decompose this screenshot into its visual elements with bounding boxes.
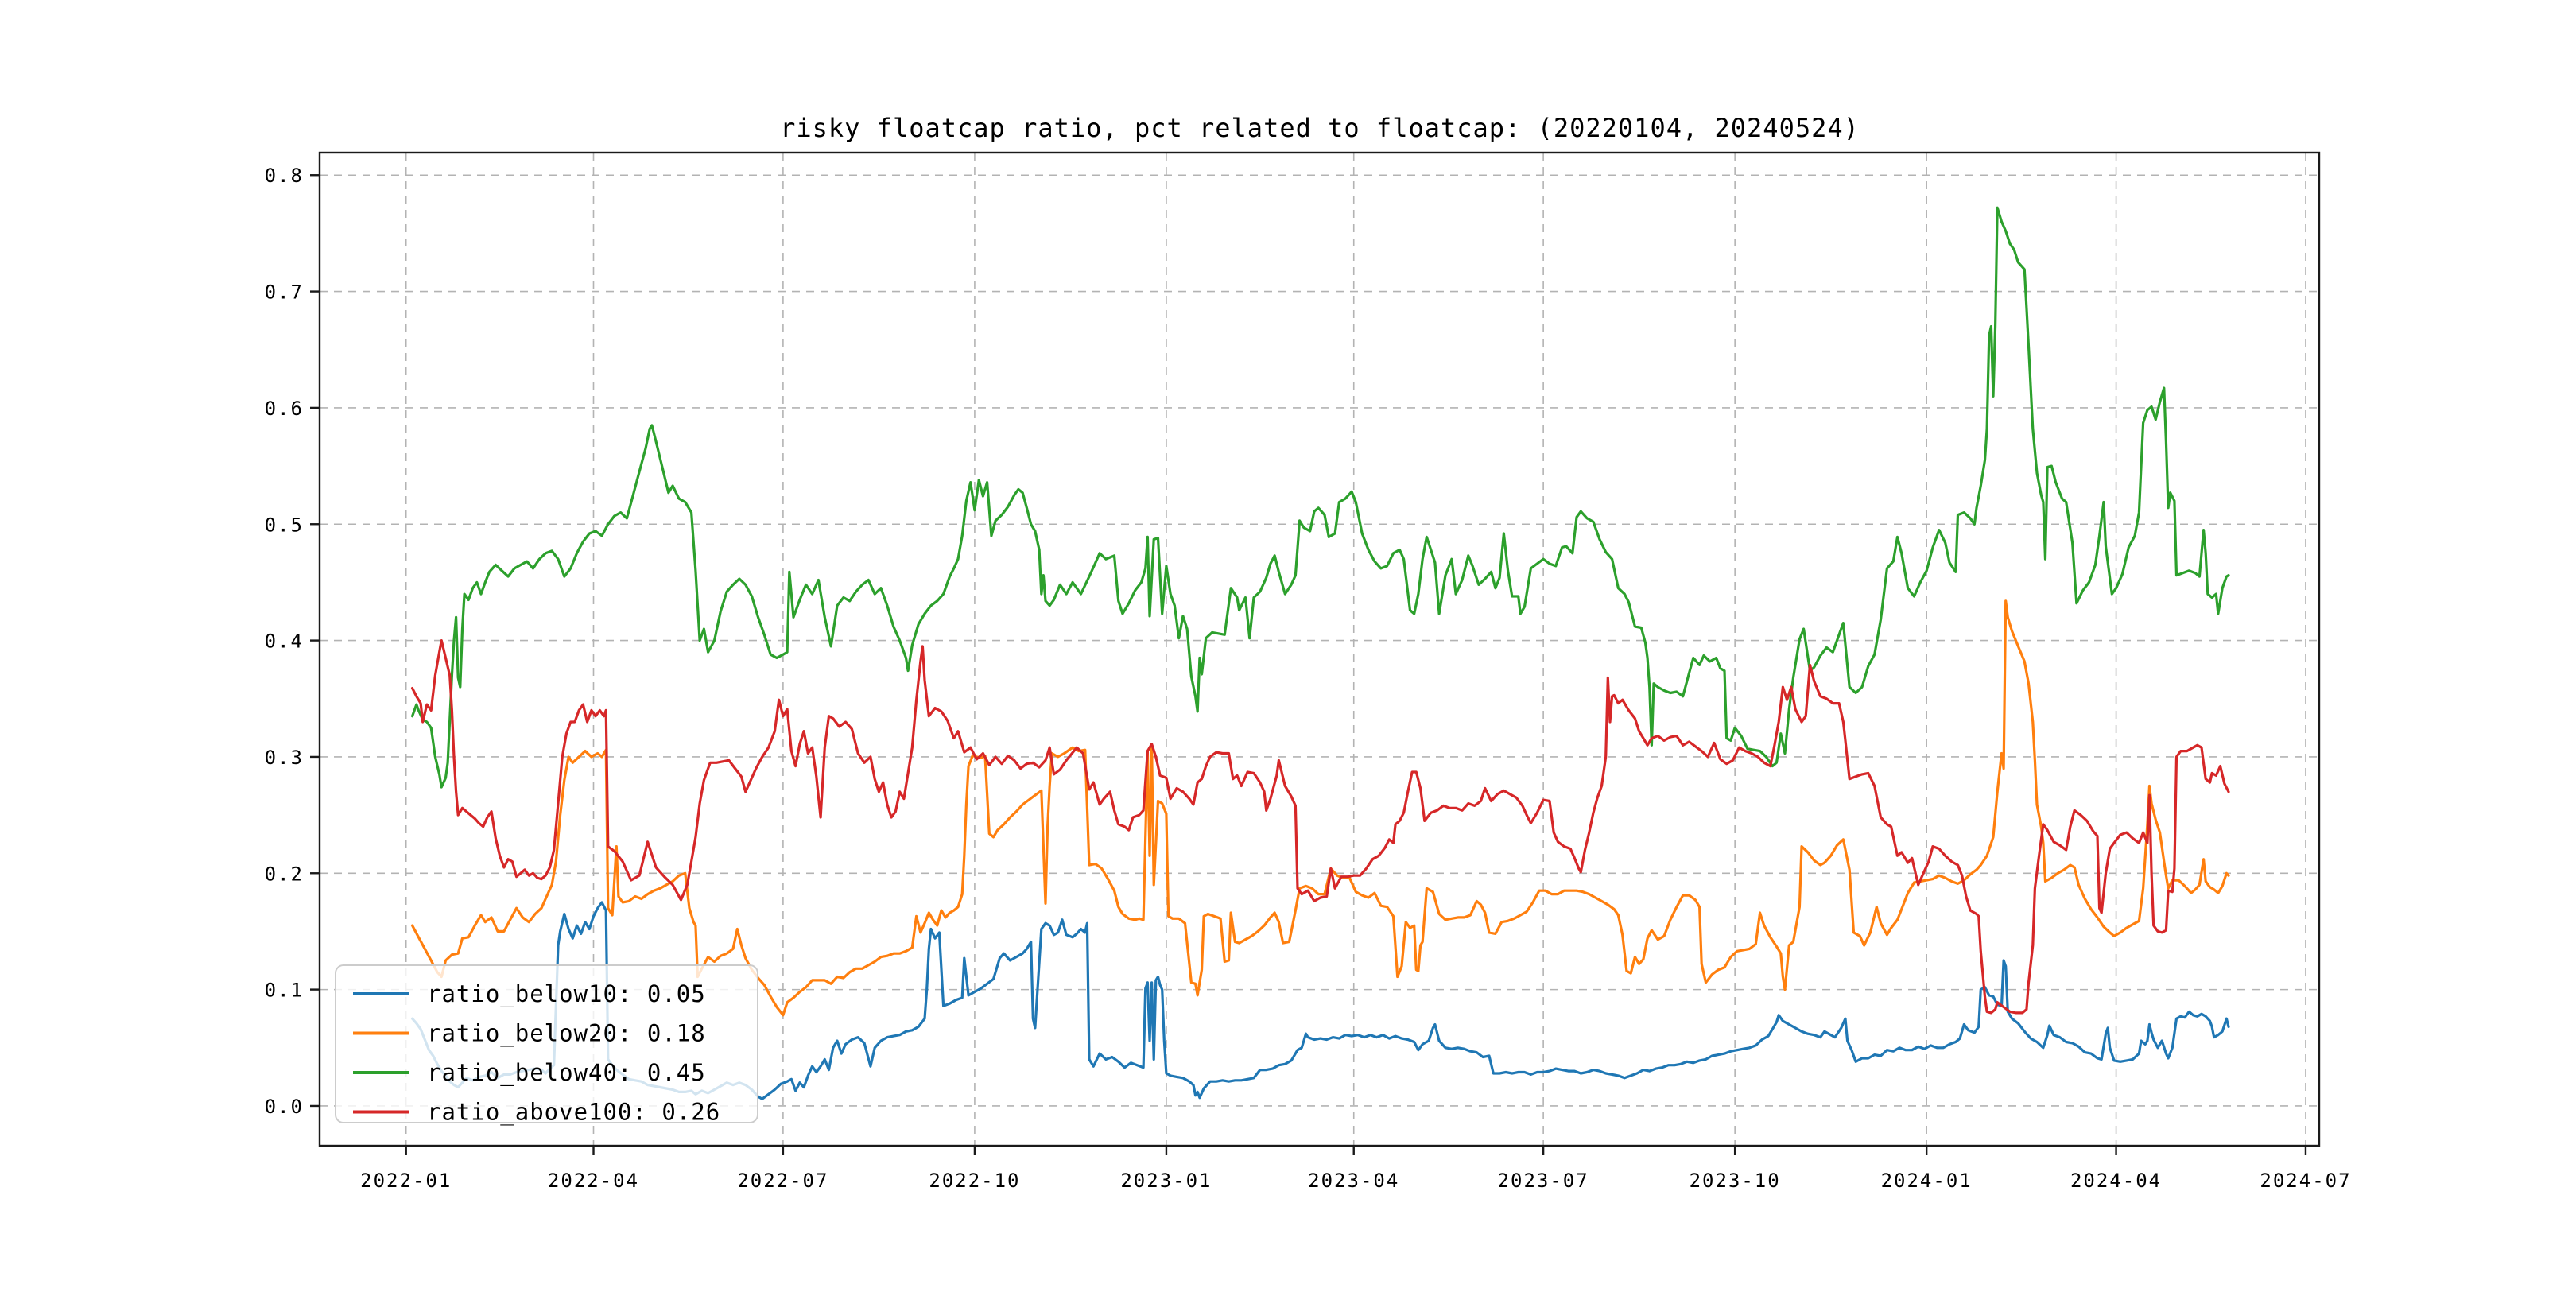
x-tick-label: 2023-10 [1690,1170,1781,1192]
y-tick-label: 0.5 [265,514,304,536]
x-tick-label: 2023-07 [1498,1170,1589,1192]
x-tick-label: 2022-04 [548,1170,639,1192]
legend-label: ratio_above100: 0.26 [427,1099,720,1127]
x-tick-label: 2024-04 [2070,1170,2162,1192]
legend-item-ratio_above100: ratio_above100: 0.26 [353,1099,720,1127]
y-tick-label: 0.2 [265,863,304,885]
y-tick-label: 0.6 [265,398,304,420]
legend-label: ratio_below20: 0.18 [427,1020,706,1048]
y-tick-label: 0.0 [265,1096,304,1118]
y-tick-label: 0.3 [265,747,304,769]
series-line-ratio_above100 [410,638,2230,1015]
x-tick-label: 2022-10 [929,1170,1020,1192]
y-tick-label: 0.1 [265,980,304,1002]
legend-item-ratio_below40: ratio_below40: 0.45 [353,1059,706,1087]
legend-box [335,964,758,1123]
legend: ratio_below10: 0.05 ratio_below20: 0.18 ra… [335,964,758,1127]
axis-layer: 0.0 0.1 0.2 0.3 0.4 0.5 0.6 0.7 0.8 2022-01 2022-0… [265,151,2351,1192]
x-tick-label: 2023-01 [1120,1170,1212,1192]
x-tick-label: 2022-07 [737,1170,828,1192]
chart-title: risky floatcap ratio, pct related to flo… [780,113,1860,143]
legend-label: ratio_below10: 0.05 [427,980,706,1008]
x-tick-label: 2023-04 [1308,1170,1399,1192]
x-tick-label: 2024-07 [2260,1170,2351,1192]
y-tick-label: 0.7 [265,281,304,304]
series-line-ratio_below40 [410,206,2230,789]
legend-item-ratio_below10: ratio_below10: 0.05 [353,980,706,1008]
legend-label: ratio_below40: 0.45 [427,1059,706,1087]
y-tick-label: 0.8 [265,165,304,187]
legend-item-ratio_below20: ratio_below20: 0.18 [353,1020,706,1048]
x-tick-label: 2022-01 [360,1170,452,1192]
x-tick-label: 2024-01 [1881,1170,1973,1192]
y-tick-label: 0.4 [265,630,304,653]
plot-spines [318,151,2321,1147]
